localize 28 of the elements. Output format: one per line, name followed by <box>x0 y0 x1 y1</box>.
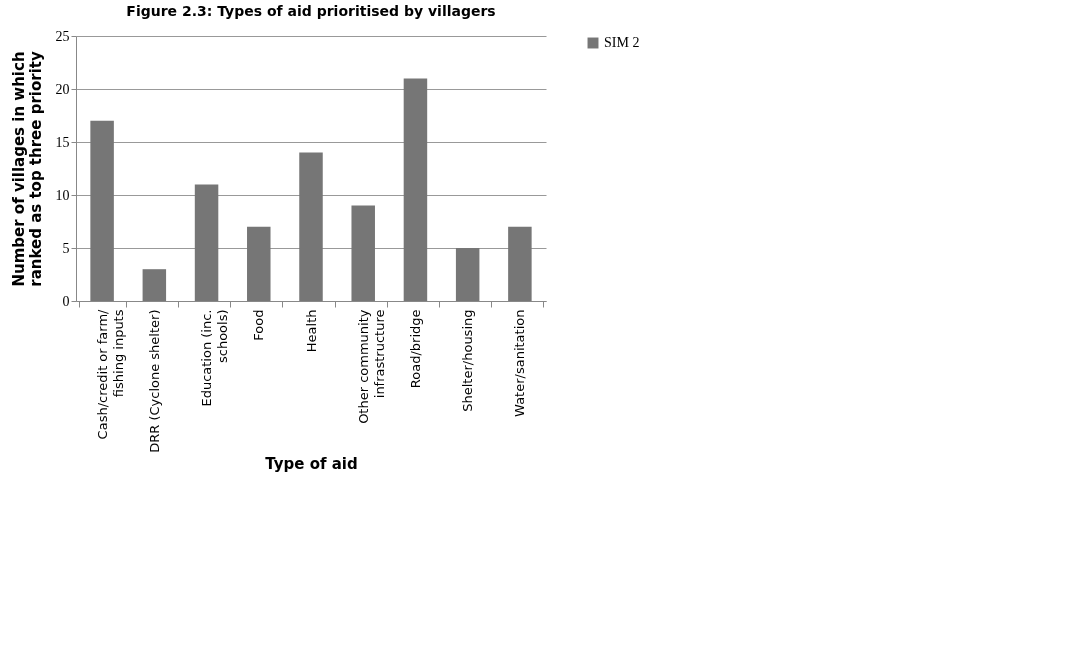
y-tick-label: 0 <box>62 293 70 309</box>
x-axis-title: Type of aid <box>265 454 358 473</box>
bar <box>142 269 167 301</box>
x-tick-label: Shelter/housing <box>460 309 476 412</box>
x-tick-label: Food <box>251 309 267 341</box>
x-tick-label: DRR (Cyclone shelter) <box>146 309 162 453</box>
chart-title: Figure 2.3: Types of aid prioritised by villagers <box>126 3 496 19</box>
x-tick-label: Health <box>303 309 319 353</box>
x-tick-label: Water/sanitation <box>512 309 528 417</box>
x-tick-label: Other community infrastructure <box>355 309 387 424</box>
y-tick-label: 10 <box>55 187 70 203</box>
legend-label: SIM 2 <box>604 35 640 50</box>
y-tick-label: 25 <box>55 28 70 44</box>
x-tick-label: Education (inc. schools) <box>199 309 231 407</box>
y-tick-label: 5 <box>62 240 70 256</box>
bar <box>247 226 271 301</box>
y-axis-title: Number of villages in which ranked as top three priority <box>9 51 45 287</box>
x-tick-label: Cash/credit or farm/ fishing inputs <box>94 308 126 440</box>
bar <box>508 226 532 301</box>
bar <box>455 248 480 301</box>
bar <box>299 152 323 301</box>
x-tick-label: Road/bridge <box>407 309 423 389</box>
y-tick-label: 15 <box>55 134 70 150</box>
bar <box>351 205 375 301</box>
bar <box>403 78 428 301</box>
bar <box>194 184 219 301</box>
y-tick-label: 20 <box>55 81 70 97</box>
bar <box>90 120 114 301</box>
